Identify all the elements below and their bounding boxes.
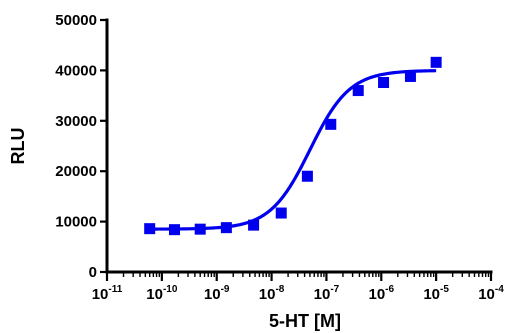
- x-tick-label: 10-8: [259, 284, 285, 303]
- y-tick-label: 20000: [55, 163, 97, 180]
- y-tick-label: 10000: [55, 214, 97, 231]
- y-tick-label: 30000: [55, 113, 97, 130]
- x-tick-label: 10-9: [204, 284, 230, 303]
- x-axis-label: 5-HT [M]: [269, 311, 341, 331]
- data-point: [404, 70, 416, 82]
- data-point: [430, 56, 442, 68]
- fit-curve: [149, 69, 437, 231]
- data-point: [220, 222, 232, 234]
- fit-curve-layer: [149, 69, 437, 231]
- y-tick-label: 0: [89, 264, 97, 281]
- data-point: [144, 223, 156, 235]
- data-point: [325, 118, 337, 130]
- x-tick-label: 10-4: [478, 284, 504, 303]
- data-points: [144, 56, 442, 236]
- x-tick-label: 10-7: [314, 284, 340, 303]
- axis-ticks: 0 10000 20000 30000 40000 50000 10-11 10-10 10-9…: [55, 12, 504, 303]
- y-tick-label: 50000: [55, 12, 97, 29]
- data-point: [352, 85, 364, 97]
- y-axis-label: RLU: [8, 128, 28, 165]
- x-tick-label: 10-10: [146, 284, 178, 303]
- x-tick-label: 10-5: [423, 284, 449, 303]
- data-point: [275, 207, 287, 219]
- data-point: [248, 219, 260, 231]
- data-point: [194, 223, 206, 235]
- data-point: [378, 76, 390, 88]
- x-tick-label: 10-6: [368, 284, 394, 303]
- y-tick-label: 40000: [55, 62, 97, 79]
- x-tick-label: 10-11: [92, 284, 123, 303]
- data-point: [301, 170, 313, 182]
- data-point: [168, 224, 180, 236]
